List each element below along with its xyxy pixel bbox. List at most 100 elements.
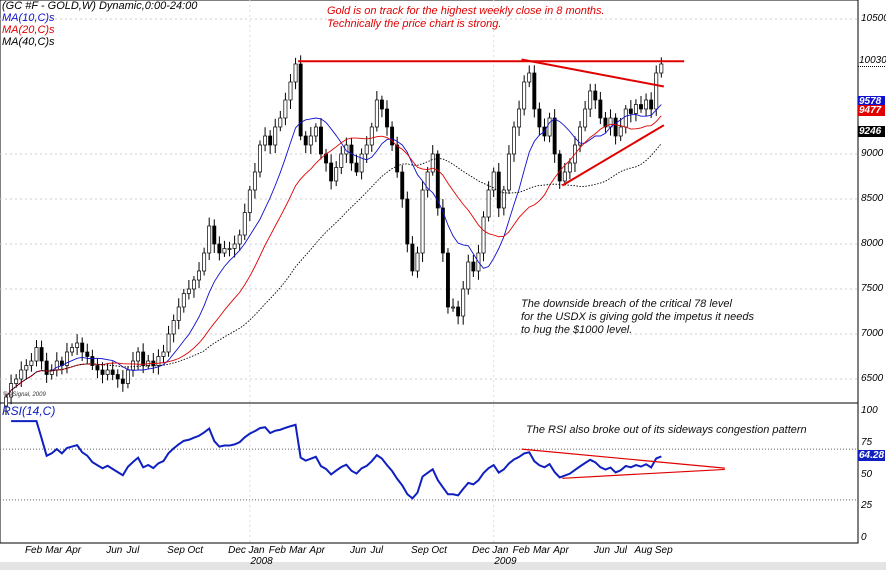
candle-body (90, 356, 95, 366)
candle-body (440, 207, 445, 254)
candle-body (242, 212, 247, 236)
candle-body (80, 342, 85, 353)
candle-body (405, 198, 410, 245)
annotation-usdx-line3: to hug the $1000 level. (521, 324, 633, 336)
candle-body (252, 171, 257, 191)
candle-body (268, 135, 273, 146)
x-tick-label: Dec (228, 545, 246, 556)
x-tick-label: Apr (309, 545, 325, 556)
candle-body (517, 108, 522, 128)
candle-body (623, 108, 628, 128)
candle-body (425, 171, 430, 191)
candle-body (374, 99, 379, 128)
candle-body (186, 288, 191, 294)
candle-body (435, 153, 440, 209)
candle-body (430, 153, 435, 173)
annotation-rsi: The RSI also broke out of its sideways c… (526, 424, 807, 436)
rsi-line (11, 420, 662, 500)
x-tick-label: Jun (106, 545, 123, 556)
candle-body (390, 126, 395, 146)
annotation-top: Gold is on track for the highest weekly … (327, 5, 605, 31)
legend-ma40: MA(40,C)s (2, 36, 55, 48)
candle-body (120, 378, 125, 384)
candle-body (161, 351, 166, 357)
candle-body (298, 63, 303, 137)
candle-body (633, 104, 638, 114)
candle-body (222, 248, 227, 254)
candle-body (588, 90, 593, 110)
candle-body (339, 153, 344, 168)
copyright: © eSignal, 2009 (3, 392, 46, 398)
plot-frame (0, 0, 859, 544)
candle-body (70, 347, 74, 353)
candle-body (496, 171, 501, 209)
candle-body (278, 117, 283, 128)
candle-body (263, 135, 268, 146)
candle-body (446, 252, 450, 308)
candle-body (649, 99, 654, 110)
x-tick-label: Sep (411, 545, 429, 556)
candle-body (527, 72, 532, 83)
x-tick-label: Feb (268, 545, 286, 556)
candle-body (395, 144, 400, 173)
candle-body (136, 351, 141, 362)
x-tick-label: Apr (65, 545, 82, 556)
x-tick-label: Sep (654, 545, 673, 556)
candle-body (354, 162, 359, 173)
candle-body (212, 225, 217, 245)
rsi-tick-label: 100 (861, 405, 878, 416)
candle-body (202, 252, 207, 272)
candle-body (65, 351, 69, 366)
candle-body (644, 99, 649, 110)
candle-body (49, 369, 54, 375)
candle-body (192, 279, 196, 290)
candle-body (659, 63, 664, 74)
candle-body (532, 72, 537, 110)
rsi-label: RSI(14,C) (2, 404, 56, 418)
x-tick-label: Mar (289, 545, 307, 556)
candle-body (537, 108, 542, 128)
x-tick-label: Feb (512, 545, 530, 556)
x-tick-label: Mar (45, 545, 63, 556)
trendline (562, 468, 725, 479)
candle-body (85, 351, 90, 357)
candle-body (105, 369, 110, 375)
candle-body (19, 369, 24, 380)
price-tick-label: 10500 (861, 13, 886, 24)
annotation-usdx-line1: The downside breach of the critical 78 l… (521, 298, 732, 310)
candle-body (522, 81, 527, 110)
x-tick-label: Oct (431, 545, 447, 556)
symbol-title: (GC #F - GOLD,W) Dynamic,0:00-24:00 (2, 0, 198, 12)
candle-body (24, 365, 29, 371)
candle-body (75, 342, 80, 348)
candle-body (100, 369, 105, 375)
candle-body (512, 126, 516, 155)
candle-body (562, 171, 567, 182)
candle-body (110, 369, 115, 375)
candle-body (95, 365, 100, 371)
candle-body (258, 144, 262, 173)
x-tick-label: Oct (187, 545, 204, 556)
trendline (521, 448, 725, 469)
year-label: 2009 (494, 556, 517, 567)
candle-body (176, 306, 181, 321)
candle-body (608, 117, 613, 128)
price-tick-label: 8000 (861, 238, 884, 249)
x-tick-label: Jul (370, 545, 384, 556)
legend-ma10: MA(10,C)s (2, 12, 55, 24)
candle-body (141, 351, 146, 366)
candle-body (359, 153, 364, 173)
candle-body (598, 99, 603, 119)
rsi-tick-label: 75 (861, 436, 873, 448)
candle-body (125, 369, 130, 384)
candle-body (54, 360, 59, 371)
candle-body (385, 108, 389, 128)
candle-body (288, 81, 293, 101)
candle-body (583, 108, 588, 128)
candle-body (247, 189, 252, 213)
year-label: 2008 (250, 556, 273, 567)
status-strip (0, 562, 886, 570)
candle-body (227, 248, 232, 250)
x-tick-label: Dec (471, 545, 490, 556)
